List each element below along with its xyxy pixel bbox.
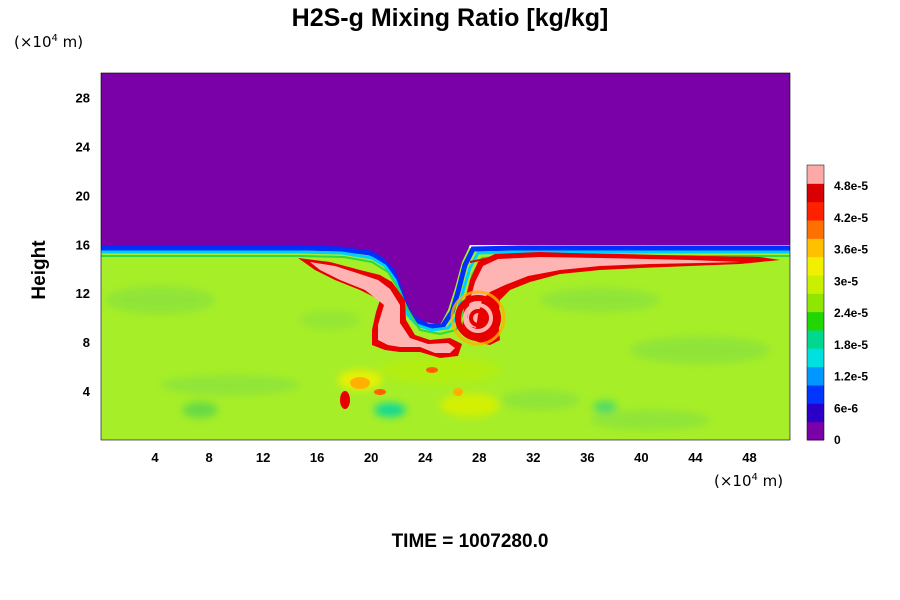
left-plume-pink	[310, 262, 455, 353]
x-tick-label: 48	[742, 450, 756, 465]
y-tick-label: 24	[76, 139, 91, 154]
right-plume-red	[462, 252, 780, 345]
colorbar-tick-label: 1.2e-5	[834, 370, 868, 384]
colorbar-segment	[807, 165, 824, 184]
right-upper-edge-red	[469, 252, 761, 263]
y-tick-label: 8	[83, 335, 90, 350]
x-tick-label: 12	[256, 450, 270, 465]
colorbar-segment	[807, 421, 824, 441]
x-tick-label: 16	[310, 450, 324, 465]
vortex	[450, 290, 506, 346]
colorbar-tick-label: 4.8e-5	[834, 179, 868, 193]
x-tick-label: 4	[151, 450, 159, 465]
colorbar-segment	[807, 275, 824, 294]
x-axis-unit: (×104 m)	[714, 472, 784, 490]
colorbar-tick-label: 3e-5	[834, 274, 858, 288]
colorbar-segment	[807, 220, 824, 239]
colorbar-frame	[806, 164, 825, 441]
y-axis-unit: (×104 m)	[14, 33, 84, 51]
colorbar-segment	[807, 183, 824, 203]
colorbar	[806, 164, 825, 441]
colorbar-ticks: 0 6e-6 1.2e-5 1.8e-5 2.4e-5 3e-5 3.6e-5 4.2e-5 4…	[834, 179, 868, 447]
colorbar-tick-label: 2.4e-5	[834, 306, 868, 320]
y-tick-label: 4	[83, 384, 91, 399]
upper-layer-field	[101, 73, 790, 325]
y-axis-ticks: 4 8 12 16 20 24 28	[76, 90, 91, 399]
x-tick-label: 20	[364, 450, 378, 465]
colorbar-tick-label: 6e-6	[834, 401, 858, 415]
colorbar-segment	[807, 311, 824, 331]
colorbar-segment	[807, 201, 824, 221]
x-tick-label: 44	[688, 450, 703, 465]
colorbar-segment	[807, 348, 824, 368]
y-tick-label: 12	[76, 286, 90, 301]
colorbar-segment	[807, 366, 824, 386]
right-plume-pink	[466, 257, 740, 328]
colorbar-tick-label: 0	[834, 433, 841, 447]
colorbar-segment	[807, 238, 824, 258]
x-tick-label: 24	[418, 450, 433, 465]
field-variation	[105, 286, 770, 430]
colorbar-tick-label: 3.6e-5	[834, 243, 868, 257]
colorbar-tick-label: 1.8e-5	[834, 338, 868, 352]
time-label: TIME = 1007280.0	[391, 531, 549, 552]
y-tick-label: 16	[76, 237, 90, 252]
colorbar-segment	[807, 385, 824, 404]
y-tick-label: 28	[76, 90, 90, 105]
colorbar-segment	[807, 293, 824, 313]
x-tick-label: 32	[526, 450, 540, 465]
plot-frame	[100, 72, 791, 441]
plot-area	[101, 73, 790, 440]
x-tick-label: 36	[580, 450, 594, 465]
plume-warm-patches	[340, 367, 463, 409]
x-axis-ticks: 4 8 12 16 20 24 28 32 36 40 44 48	[151, 450, 756, 465]
x-tick-label: 8	[205, 450, 212, 465]
colorbar-segment	[807, 403, 824, 423]
left-plume-red	[298, 258, 462, 358]
x-tick-label: 40	[634, 450, 648, 465]
colorbar-segment	[807, 256, 824, 276]
x-tick-label: 28	[472, 450, 486, 465]
y-tick-label: 20	[76, 188, 90, 203]
colorbar-tick-label: 4.2e-5	[834, 211, 868, 225]
colorbar-segment	[807, 330, 824, 349]
chart-title: H2S-g Mixing Ratio [kg/kg]	[291, 4, 609, 32]
